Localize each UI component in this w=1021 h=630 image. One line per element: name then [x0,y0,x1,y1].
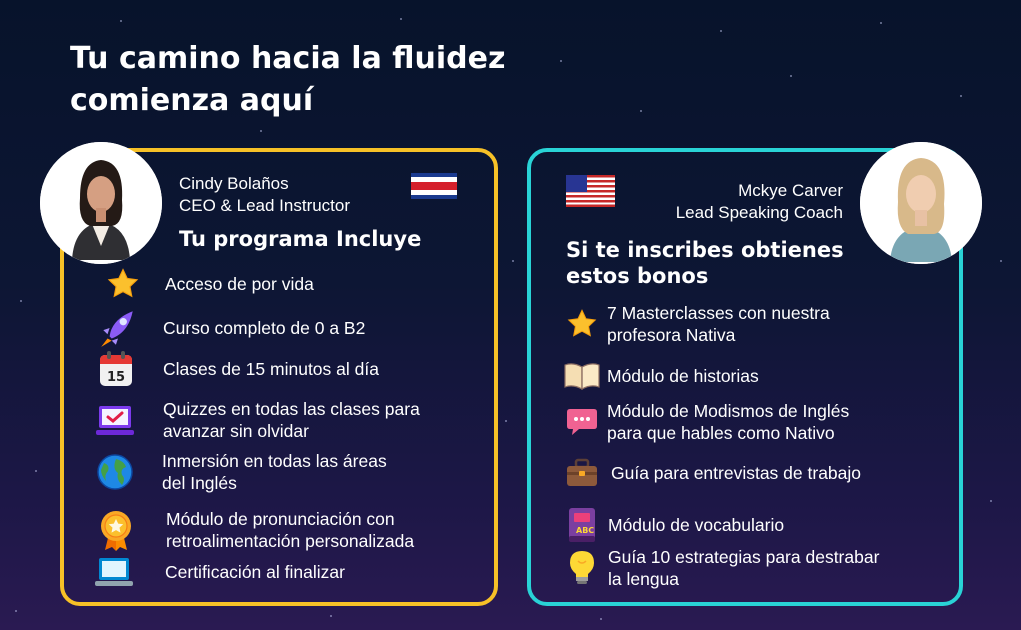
instructor-info-right: Mckye Carver Lead Speaking Coach [676,180,843,224]
medal-icon [96,508,136,552]
item-text: Módulo de historias [607,366,759,386]
instructor-role: Lead Speaking Coach [675,203,843,222]
list-item: Módulo de Modismos de Inglés para que ha… [562,400,849,444]
vocabulary-book-icon: ABC [562,505,602,545]
item-text: Quizzes en todas las clases para [163,399,420,419]
item-text: Curso completo de 0 a B2 [163,318,366,338]
laptop-icon [94,552,134,592]
bonus-title-line-2: estos bonos [566,264,709,288]
item-text: Certificación al finalizar [165,562,345,582]
item-text-line-2: profesora Nativa [607,325,736,345]
star-icon [103,264,143,304]
list-item: Guía 10 estrategias para destrabar la le… [562,546,879,590]
headline-line-2: comienza aquí [70,83,314,118]
instructor-info-left: Cindy Bolaños CEO & Lead Instructor [179,173,350,217]
star-icon [562,304,602,344]
item-text: Acceso de por vida [165,274,314,294]
list-item: Certificación al finalizar [94,552,345,592]
costa-rica-flag-icon [411,173,457,199]
item-text: Inmersión en todas las áreas [162,451,387,471]
svg-text:ABC: ABC [576,526,594,535]
list-item: Módulo de historias [562,356,759,396]
list-item: 15 Clases de 15 minutos al día [96,349,379,389]
bonus-card [527,148,963,606]
item-text: Módulo de Modismos de Inglés [607,401,850,421]
open-book-icon [562,356,602,396]
instructor-name: Mckye Carver [738,181,843,200]
item-text-line-2: del Inglés [162,473,237,493]
program-card-title: Tu programa Incluye [179,227,422,251]
bonus-card-title: Si te inscribes obtienes estos bonos [566,237,896,289]
headline-line-1: Tu camino hacia la fluidez [70,41,506,76]
bonus-title-line-1: Si te inscribes obtienes [566,238,844,262]
list-item: Guía para entrevistas de trabajo [562,453,861,493]
item-text: Guía para entrevistas de trabajo [611,463,862,483]
briefcase-icon [562,453,602,493]
list-item: Quizzes en todas las clases para avanzar… [94,398,420,442]
item-text: Clases de 15 minutos al día [163,359,379,379]
item-text: Guía 10 estrategias para destrabar [608,547,880,567]
item-text-line-2: la lengua [608,569,680,589]
item-text: Módulo de vocabulario [608,515,785,535]
instructor-avatar-mckye [860,142,982,264]
list-item: Acceso de por vida [103,264,314,304]
instructor-avatar-cindy [40,142,162,264]
laptop-check-icon [94,400,136,440]
item-text: Módulo de pronunciación con [166,509,395,529]
instructor-name: Cindy Bolaños [179,174,289,193]
lightbulb-icon [562,548,602,588]
list-item: Módulo de pronunciación con retroaliment… [96,508,414,552]
rocket-icon [96,306,140,350]
calendar-icon: 15 [96,349,136,389]
list-item: Inmersión en todas las áreas del Inglés [95,450,387,494]
item-text: 7 Masterclasses con nuestra [607,303,830,323]
list-item: ABC Módulo de vocabulario [562,505,784,545]
globe-icon [95,452,135,492]
speech-bubble-icon [562,402,602,442]
calendar-day: 15 [107,370,125,385]
item-text-line-2: retroalimentación personalizada [166,531,415,551]
item-text-line-2: para que hables como Nativo [607,423,835,443]
instructor-role: CEO & Lead Instructor [179,196,351,215]
list-item: 7 Masterclasses con nuestra profesora Na… [562,302,830,346]
page-headline: Tu camino hacia la fluidez comienza aquí [70,38,550,122]
item-text-line-2: avanzar sin olvidar [163,421,309,441]
program-card [60,148,498,606]
usa-flag-icon [566,175,615,207]
list-item: Curso completo de 0 a B2 [96,306,365,350]
